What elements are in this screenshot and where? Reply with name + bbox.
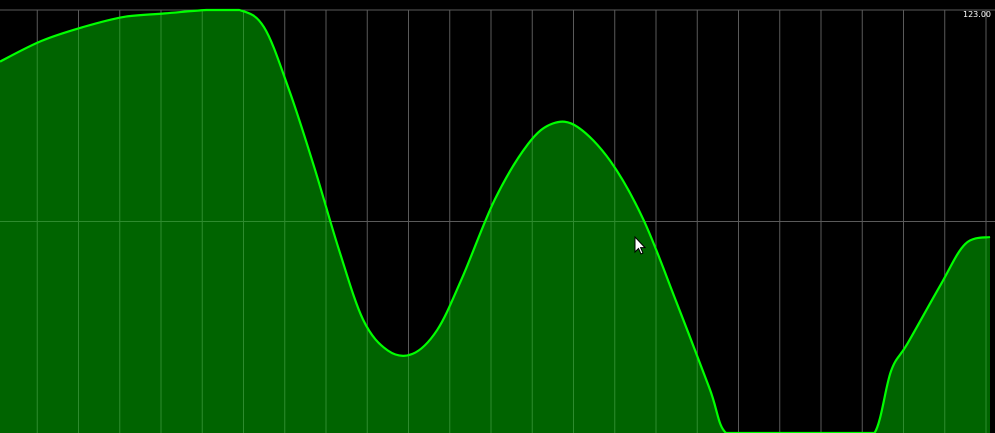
series-line-path (0, 8, 991, 433)
y-max-label: 123.00 (963, 10, 991, 19)
arrow-cursor-icon (634, 236, 646, 255)
series-line (0, 8, 991, 433)
